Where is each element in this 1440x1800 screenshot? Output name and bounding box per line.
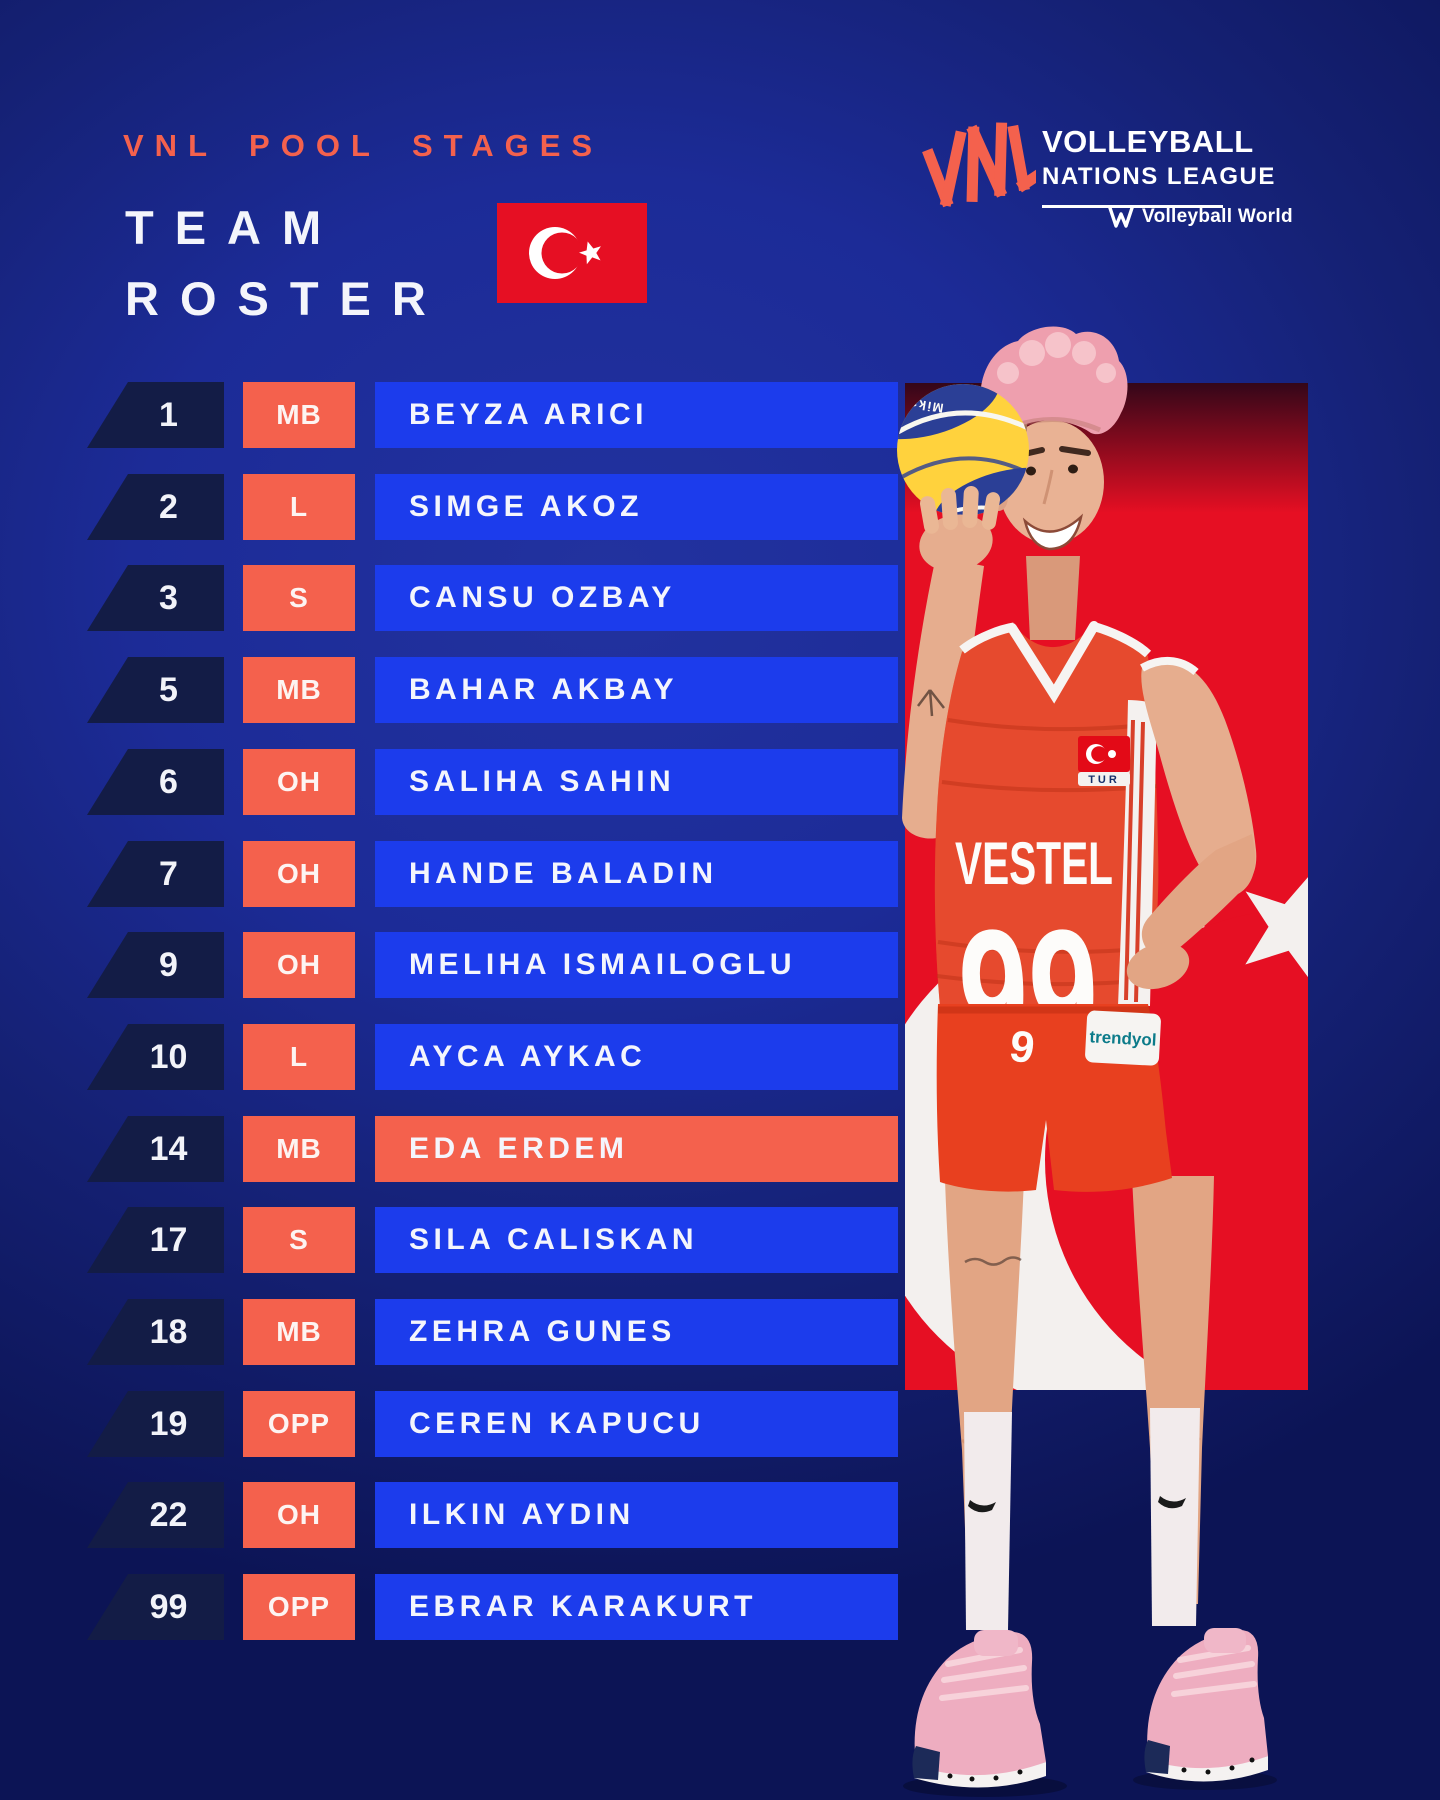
position-badge: MB bbox=[243, 1299, 355, 1365]
position-badge: L bbox=[243, 474, 355, 540]
star-icon bbox=[579, 241, 601, 265]
player-name-bar: CEREN KAPUCU bbox=[375, 1391, 898, 1457]
position-badge: OH bbox=[243, 749, 355, 815]
page-title-line1: TEAM bbox=[125, 201, 343, 254]
page-title-line2: ROSTER bbox=[125, 272, 447, 325]
player-name-bar: ILKIN AYDIN bbox=[375, 1482, 898, 1548]
eyebrow-title: VNL POOL STAGES bbox=[123, 128, 604, 163]
shorts: trendyol 9 bbox=[936, 1004, 1172, 1192]
volleyball-world-label: Volleyball World bbox=[1142, 206, 1293, 227]
volleyball-world-icon bbox=[1108, 206, 1134, 228]
thigh-tattoo bbox=[964, 1256, 1022, 1266]
turkey-flag bbox=[497, 203, 647, 303]
page-title: TEAM ROSTER bbox=[125, 192, 447, 334]
jersey-sponsor-text: VESTEL bbox=[955, 830, 1113, 897]
position-badge: S bbox=[243, 1207, 355, 1273]
roster-row: 19 OPP CEREN KAPUCU bbox=[87, 1391, 898, 1457]
player-name-bar: HANDE BALADIN bbox=[375, 841, 898, 907]
gripping-hand bbox=[919, 486, 1001, 572]
player-name-bar: EDA ERDEM bbox=[375, 1116, 898, 1182]
roster-row: 6 OH SALIHA SAHIN bbox=[87, 749, 898, 815]
arm-tattoo bbox=[917, 689, 945, 717]
player-name-bar: BEYZA ARICI bbox=[375, 382, 898, 448]
shorts-sponsor-label: trendyol bbox=[1089, 1027, 1157, 1049]
socks bbox=[964, 1408, 1200, 1630]
player-name-bar: MELIHA ISMAILOGLU bbox=[375, 932, 898, 998]
player-name-bar: EBRAR KARAKURT bbox=[375, 1574, 898, 1640]
player-name-bar: CANSU OZBAY bbox=[375, 565, 898, 631]
player-name-bar: AYCA AYKAC bbox=[375, 1024, 898, 1090]
position-badge: OH bbox=[243, 932, 355, 998]
left-arm bbox=[1126, 657, 1257, 990]
roster-row: 1 MB BEYZA ARICI bbox=[87, 382, 898, 448]
turkey-flag-art bbox=[529, 227, 601, 279]
roster-row: 3 S CANSU OZBAY bbox=[87, 565, 898, 631]
face bbox=[1013, 446, 1091, 551]
position-badge: OPP bbox=[243, 1391, 355, 1457]
vnl-logo-icon bbox=[916, 118, 1045, 218]
player-name-bar: ZEHRA GUNES bbox=[375, 1299, 898, 1365]
roster-row: 14 MB EDA ERDEM bbox=[87, 1116, 898, 1182]
position-badge: L bbox=[243, 1024, 355, 1090]
roster-row: 17 S SILA CALISKAN bbox=[87, 1207, 898, 1273]
position-badge: OPP bbox=[243, 1574, 355, 1640]
roster-row: 99 OPP EBRAR KARAKURT bbox=[87, 1574, 898, 1640]
roster-row: 18 MB ZEHRA GUNES bbox=[87, 1299, 898, 1365]
roster-row: 22 OH ILKIN AYDIN bbox=[87, 1482, 898, 1548]
player-avatar: TUR VESTEL 99 trendyol 9 bbox=[897, 326, 1277, 1797]
pink-hair bbox=[980, 326, 1128, 440]
position-badge: S bbox=[243, 565, 355, 631]
position-badge: OH bbox=[243, 841, 355, 907]
player-name-bar: SILA CALISKAN bbox=[375, 1207, 898, 1273]
position-badge: OH bbox=[243, 1482, 355, 1548]
position-badge: MB bbox=[243, 1116, 355, 1182]
pink-shoes bbox=[912, 1628, 1268, 1788]
player-name-bar: BAHAR AKBAY bbox=[375, 657, 898, 723]
volleyball-world-logo: Volleyball World bbox=[1108, 206, 1293, 228]
wordmark-line1: VOLLEYBALL bbox=[1042, 124, 1254, 159]
wordmark-line2: NATIONS LEAGUE bbox=[1042, 163, 1276, 190]
player-name-bar: SALIHA SAHIN bbox=[375, 749, 898, 815]
tur-patch-label: TUR bbox=[1088, 774, 1120, 786]
roster-row: 10 L AYCA AYKAC bbox=[87, 1024, 898, 1090]
nike-swoosh-icon bbox=[1158, 1496, 1186, 1509]
player-name-bar: SIMGE AKOZ bbox=[375, 474, 898, 540]
nike-swoosh-icon bbox=[968, 1500, 996, 1513]
flag-star-icon bbox=[1245, 868, 1308, 988]
roster-row: 5 MB BAHAR AKBAY bbox=[87, 657, 898, 723]
roster-row: 7 OH HANDE BALADIN bbox=[87, 841, 898, 907]
position-badge: MB bbox=[243, 382, 355, 448]
roster-row: 9 OH MELIHA ISMAILOGLU bbox=[87, 932, 898, 998]
roster-row: 2 L SIMGE AKOZ bbox=[87, 474, 898, 540]
tur-patch: TUR bbox=[1078, 736, 1130, 786]
position-badge: MB bbox=[243, 657, 355, 723]
